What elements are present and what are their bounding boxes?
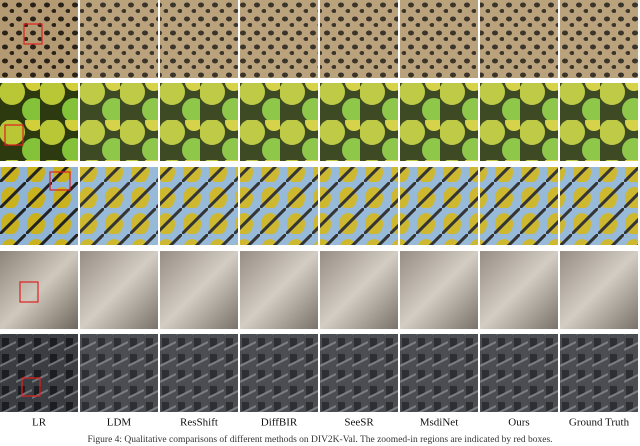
image-cell (320, 167, 398, 245)
image-cell (560, 251, 638, 329)
image-cell (160, 167, 238, 245)
image-cell (560, 167, 638, 245)
image-cell (80, 334, 158, 412)
column-label: Ours (508, 417, 529, 429)
image-cell (80, 167, 158, 245)
image-cell (160, 0, 238, 78)
column-label: ResShift (180, 417, 218, 429)
image-cell (240, 167, 318, 245)
image-cell (80, 83, 158, 161)
image-cell (400, 251, 478, 329)
image-cell (560, 334, 638, 412)
zoom-box (19, 281, 39, 303)
image-cell (240, 251, 318, 329)
image-cell (480, 334, 558, 412)
image-cell (400, 83, 478, 161)
image-cell (0, 0, 78, 78)
image-cell (0, 167, 78, 245)
column-label: MsdiNet (420, 417, 459, 429)
image-cell (320, 334, 398, 412)
image-cell (0, 334, 78, 412)
image-cell (80, 251, 158, 329)
image-cell (400, 0, 478, 78)
image-cell (320, 251, 398, 329)
image-cell (480, 83, 558, 161)
zoom-box (4, 124, 24, 146)
image-cell (560, 83, 638, 161)
image-cell (240, 83, 318, 161)
image-cell (480, 0, 558, 78)
zoom-box (21, 377, 41, 397)
image-cell (240, 0, 318, 78)
zoom-box (23, 23, 43, 45)
column-label: DiffBIR (261, 417, 298, 429)
image-cell (80, 0, 158, 78)
column-label: Ground Truth (569, 417, 630, 429)
column-label: SeeSR (344, 417, 374, 429)
zoom-box (49, 171, 71, 191)
caption: Figure 4: Qualitative comparisons of dif… (87, 434, 552, 445)
image-cell (560, 0, 638, 78)
image-cell (160, 334, 238, 412)
image-cell (480, 167, 558, 245)
image-cell (320, 0, 398, 78)
image-cell (400, 167, 478, 245)
column-label: LR (32, 417, 47, 429)
image-cell (0, 83, 78, 161)
image-cell (160, 251, 238, 329)
image-cell (0, 251, 78, 329)
image-cell (240, 334, 318, 412)
image-cell (400, 334, 478, 412)
image-cell (320, 83, 398, 161)
column-label: LDM (107, 417, 132, 429)
image-cell (160, 83, 238, 161)
image-cell (480, 251, 558, 329)
